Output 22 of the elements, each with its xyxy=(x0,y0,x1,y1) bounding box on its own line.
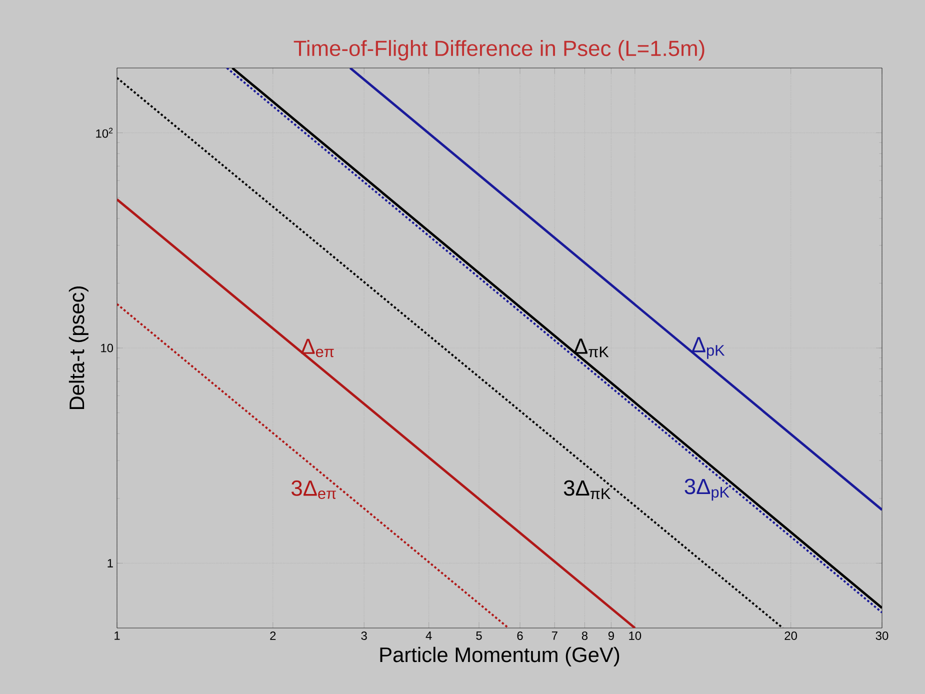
series-label: 3Δ$_{pK}$ xyxy=(684,478,730,501)
x-tick-label: 4 xyxy=(426,632,432,640)
x-tick-label: 10 xyxy=(629,632,642,640)
x-tick-label: 8 xyxy=(582,632,588,640)
chart-title: Time-of-Flight Difference in Psec (L=1.5m) xyxy=(294,40,704,60)
series-label: 3Δ$_{πK}$ xyxy=(564,480,611,500)
series-label: Δ$_{pK}$ xyxy=(692,337,725,359)
y-axis-title: Delta-t (psec) xyxy=(68,286,88,410)
series-label: 3Δ$_{eπ}$ xyxy=(292,480,336,499)
x-tick-label: 5 xyxy=(476,632,482,640)
x-tick-label: 2 xyxy=(270,632,276,640)
y-tick-label: 10$^{2}$ xyxy=(96,128,113,138)
x-tick-label: 6 xyxy=(517,632,523,640)
x-tick-label: 20 xyxy=(784,632,797,640)
y-tick-label: 10 xyxy=(101,344,114,352)
x-tick-label: 9 xyxy=(608,632,614,640)
x-tick-label: 1 xyxy=(114,632,120,640)
x-axis-title: Particle Momentum (GeV) xyxy=(380,646,620,666)
x-tick-label: 30 xyxy=(876,632,888,640)
x-tick-label: 7 xyxy=(552,632,558,640)
x-tick-label: 3 xyxy=(361,632,367,640)
y-tick-label: 1 xyxy=(108,559,113,568)
